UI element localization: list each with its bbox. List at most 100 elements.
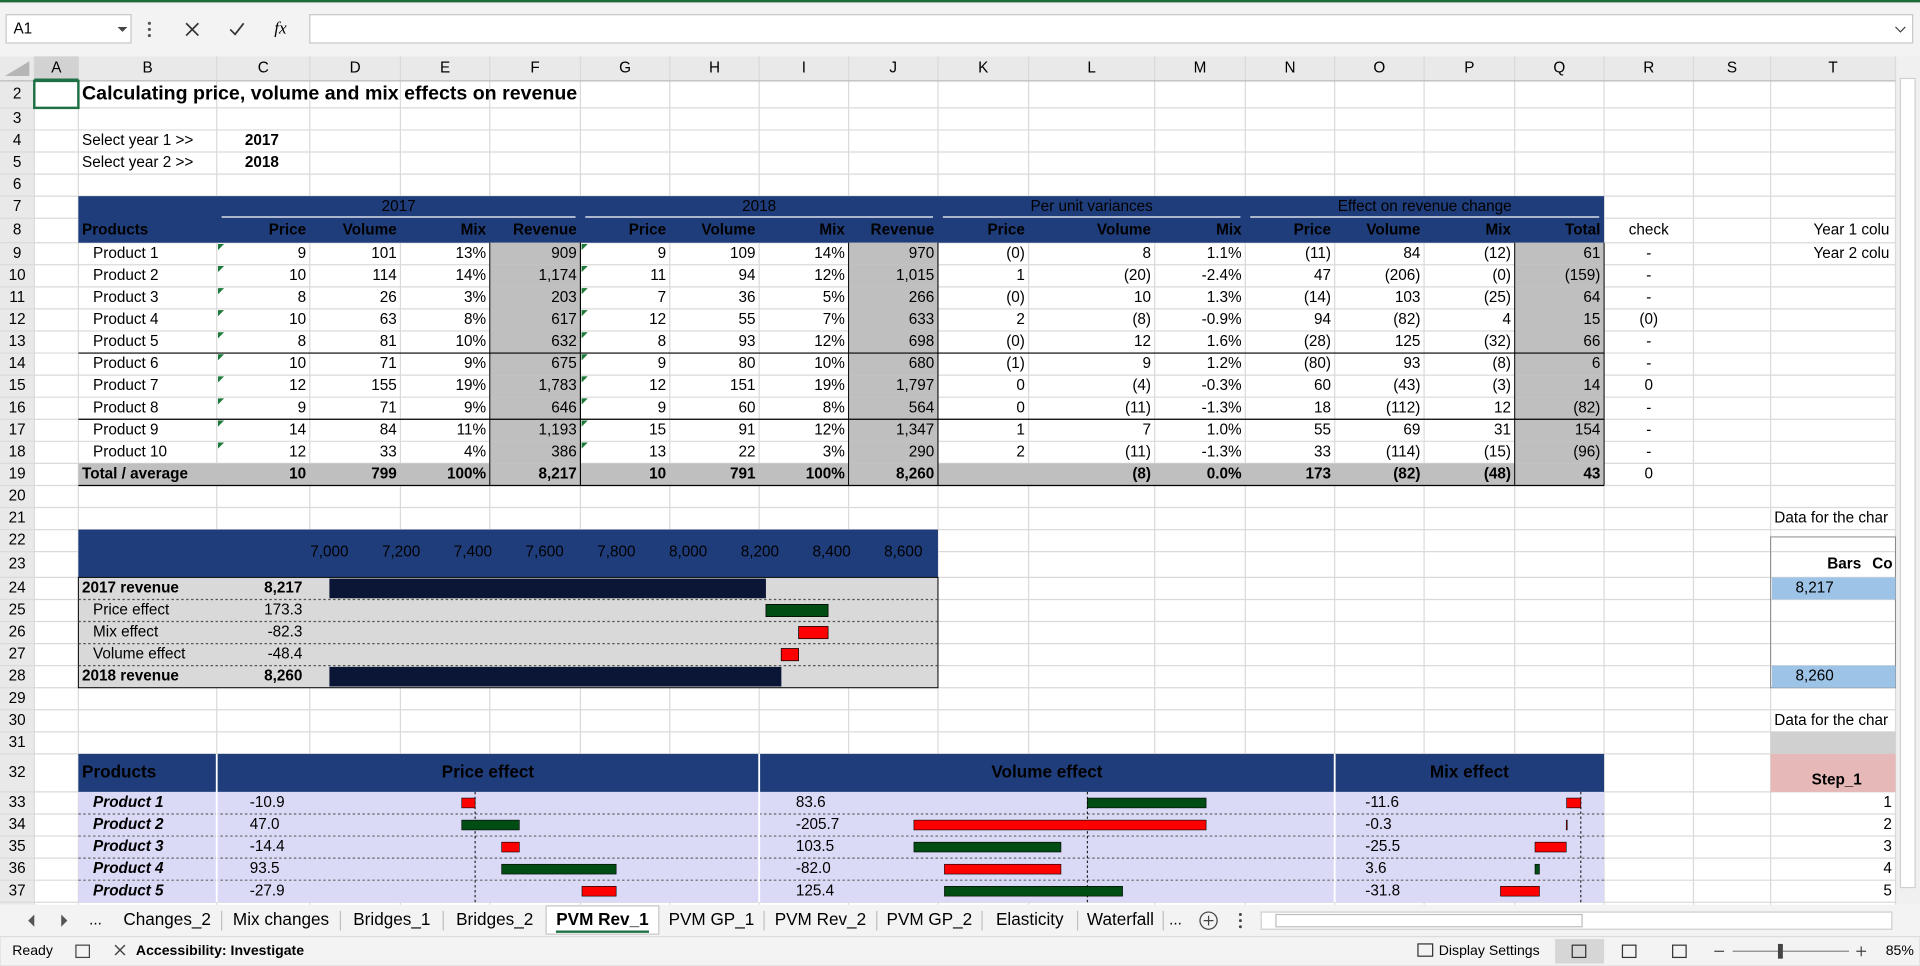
row-header[interactable]: 11 (9, 289, 25, 306)
row-header[interactable]: 4 (13, 132, 22, 149)
zoom-in[interactable] (1856, 946, 1867, 957)
row-header[interactable]: 16 (9, 399, 26, 416)
horizontal-thumb[interactable] (1275, 913, 1583, 928)
add-sheet[interactable] (1199, 911, 1218, 930)
row-header[interactable]: 13 (9, 333, 26, 350)
column-header[interactable]: C (258, 60, 269, 77)
normal-view[interactable] (1555, 939, 1605, 964)
tab-overflow[interactable]: ... (1169, 912, 1182, 929)
sheet-tab[interactable]: Changes_2 (123, 909, 211, 929)
sheet-tab[interactable]: Bridges_1 (353, 909, 430, 929)
row-header[interactable]: 18 (9, 443, 26, 460)
effect-product: Product 1 (93, 794, 164, 811)
formula-expand[interactable] (1895, 26, 1906, 33)
zoom-thumb[interactable] (1777, 943, 1783, 959)
row-header[interactable]: 21 (9, 510, 26, 527)
row-header[interactable]: 32 (9, 764, 26, 781)
name-box-dropdown[interactable] (117, 26, 128, 32)
cancel-icon[interactable] (185, 22, 199, 37)
row-header[interactable]: 35 (9, 838, 26, 855)
column-header[interactable]: H (709, 60, 720, 77)
break-view-icon[interactable] (1672, 944, 1687, 959)
column-header[interactable]: F (530, 60, 539, 77)
sheet-tab[interactable]: Mix changes (233, 909, 329, 929)
row-header[interactable]: 2 (13, 85, 22, 102)
row-header[interactable]: 22 (9, 532, 26, 549)
tab-overflow[interactable]: ... (89, 912, 102, 929)
cell-value: 9 (658, 245, 667, 262)
tab-prev[interactable] (28, 914, 35, 927)
row-header[interactable]: 3 (13, 110, 22, 127)
row-header[interactable]: 24 (9, 579, 26, 596)
insert-function[interactable]: fx (274, 18, 287, 37)
column-header[interactable]: R (1643, 60, 1654, 77)
tab-next[interactable] (61, 914, 68, 927)
column-label: Price (269, 222, 306, 239)
row-header[interactable]: 25 (9, 602, 26, 619)
cell-value: 1.1% (1207, 245, 1242, 262)
cell-value: 11 (650, 267, 666, 284)
row-header[interactable]: 27 (9, 646, 26, 663)
more-icon[interactable] (147, 21, 151, 38)
row-header[interactable]: 36 (9, 860, 26, 877)
row-header[interactable]: 10 (9, 267, 26, 284)
row-header[interactable]: 12 (9, 311, 26, 328)
column-header[interactable]: Q (1553, 60, 1565, 77)
column-header[interactable]: A (51, 60, 62, 77)
sheet-tab[interactable]: PVM GP_1 (669, 909, 755, 929)
row-header[interactable]: 19 (9, 465, 26, 482)
column-header[interactable]: E (440, 60, 450, 77)
row-header[interactable]: 31 (9, 734, 26, 751)
column-header[interactable]: D (350, 60, 361, 77)
status-display[interactable]: Display Settings (1439, 942, 1540, 958)
row-header[interactable]: 33 (9, 794, 26, 811)
row-header[interactable]: 6 (13, 176, 22, 193)
column-header[interactable]: J (889, 60, 897, 77)
row-header[interactable]: 37 (9, 882, 26, 899)
row-header[interactable]: 8 (13, 222, 22, 239)
row-header[interactable]: 34 (9, 816, 26, 833)
column-header[interactable]: T (1828, 60, 1837, 77)
cell-value: 55 (1314, 421, 1331, 438)
sheet-tab[interactable]: PVM GP_2 (887, 909, 973, 929)
formula-input[interactable] (309, 14, 1914, 44)
status-ready: Ready (12, 942, 54, 958)
cell-value: 10 (649, 465, 666, 482)
cell-value: (82) (1573, 399, 1600, 416)
row-header[interactable]: 20 (9, 488, 26, 505)
row-header[interactable]: 29 (9, 690, 26, 707)
row-header[interactable]: 5 (13, 154, 22, 171)
row-header[interactable]: 30 (9, 712, 26, 729)
enter-icon[interactable] (229, 22, 245, 36)
sheet-tab[interactable]: Waterfall (1087, 909, 1154, 929)
status-accessibility[interactable]: Accessibility: Investigate (136, 942, 304, 958)
row-header[interactable]: 23 (9, 556, 26, 573)
sheet-tab[interactable]: Elasticity (996, 909, 1064, 929)
column-header[interactable]: O (1373, 60, 1385, 77)
active-cell[interactable] (33, 79, 80, 110)
cell-value: -1.3% (1202, 399, 1242, 416)
sheet-tab[interactable]: Bridges_2 (456, 909, 533, 929)
row-header[interactable]: 26 (9, 624, 26, 641)
column-header[interactable]: M (1194, 60, 1207, 77)
column-header[interactable]: N (1284, 60, 1295, 77)
column-header[interactable]: G (619, 60, 631, 77)
row-header[interactable]: 9 (13, 245, 22, 262)
row-header[interactable]: 7 (13, 198, 22, 215)
column-header[interactable]: B (142, 60, 152, 77)
column-header[interactable]: K (978, 60, 989, 77)
column-header[interactable]: I (802, 60, 806, 77)
row-header[interactable]: 14 (9, 355, 26, 372)
row-header[interactable]: 15 (9, 377, 26, 394)
name-box[interactable] (5, 14, 132, 44)
layout-view-icon[interactable] (1621, 944, 1637, 959)
column-header[interactable]: P (1464, 60, 1474, 77)
scroll-thumb[interactable] (1899, 77, 1916, 889)
column-header[interactable]: L (1087, 60, 1096, 77)
row-header[interactable]: 28 (9, 668, 26, 685)
sheet-tab[interactable]: PVM Rev_1 (556, 909, 649, 929)
zoom-level[interactable]: 85% (1886, 942, 1915, 958)
column-header[interactable]: S (1727, 60, 1737, 77)
sheet-tab[interactable]: PVM Rev_2 (775, 909, 866, 929)
row-header[interactable]: 17 (9, 421, 26, 438)
